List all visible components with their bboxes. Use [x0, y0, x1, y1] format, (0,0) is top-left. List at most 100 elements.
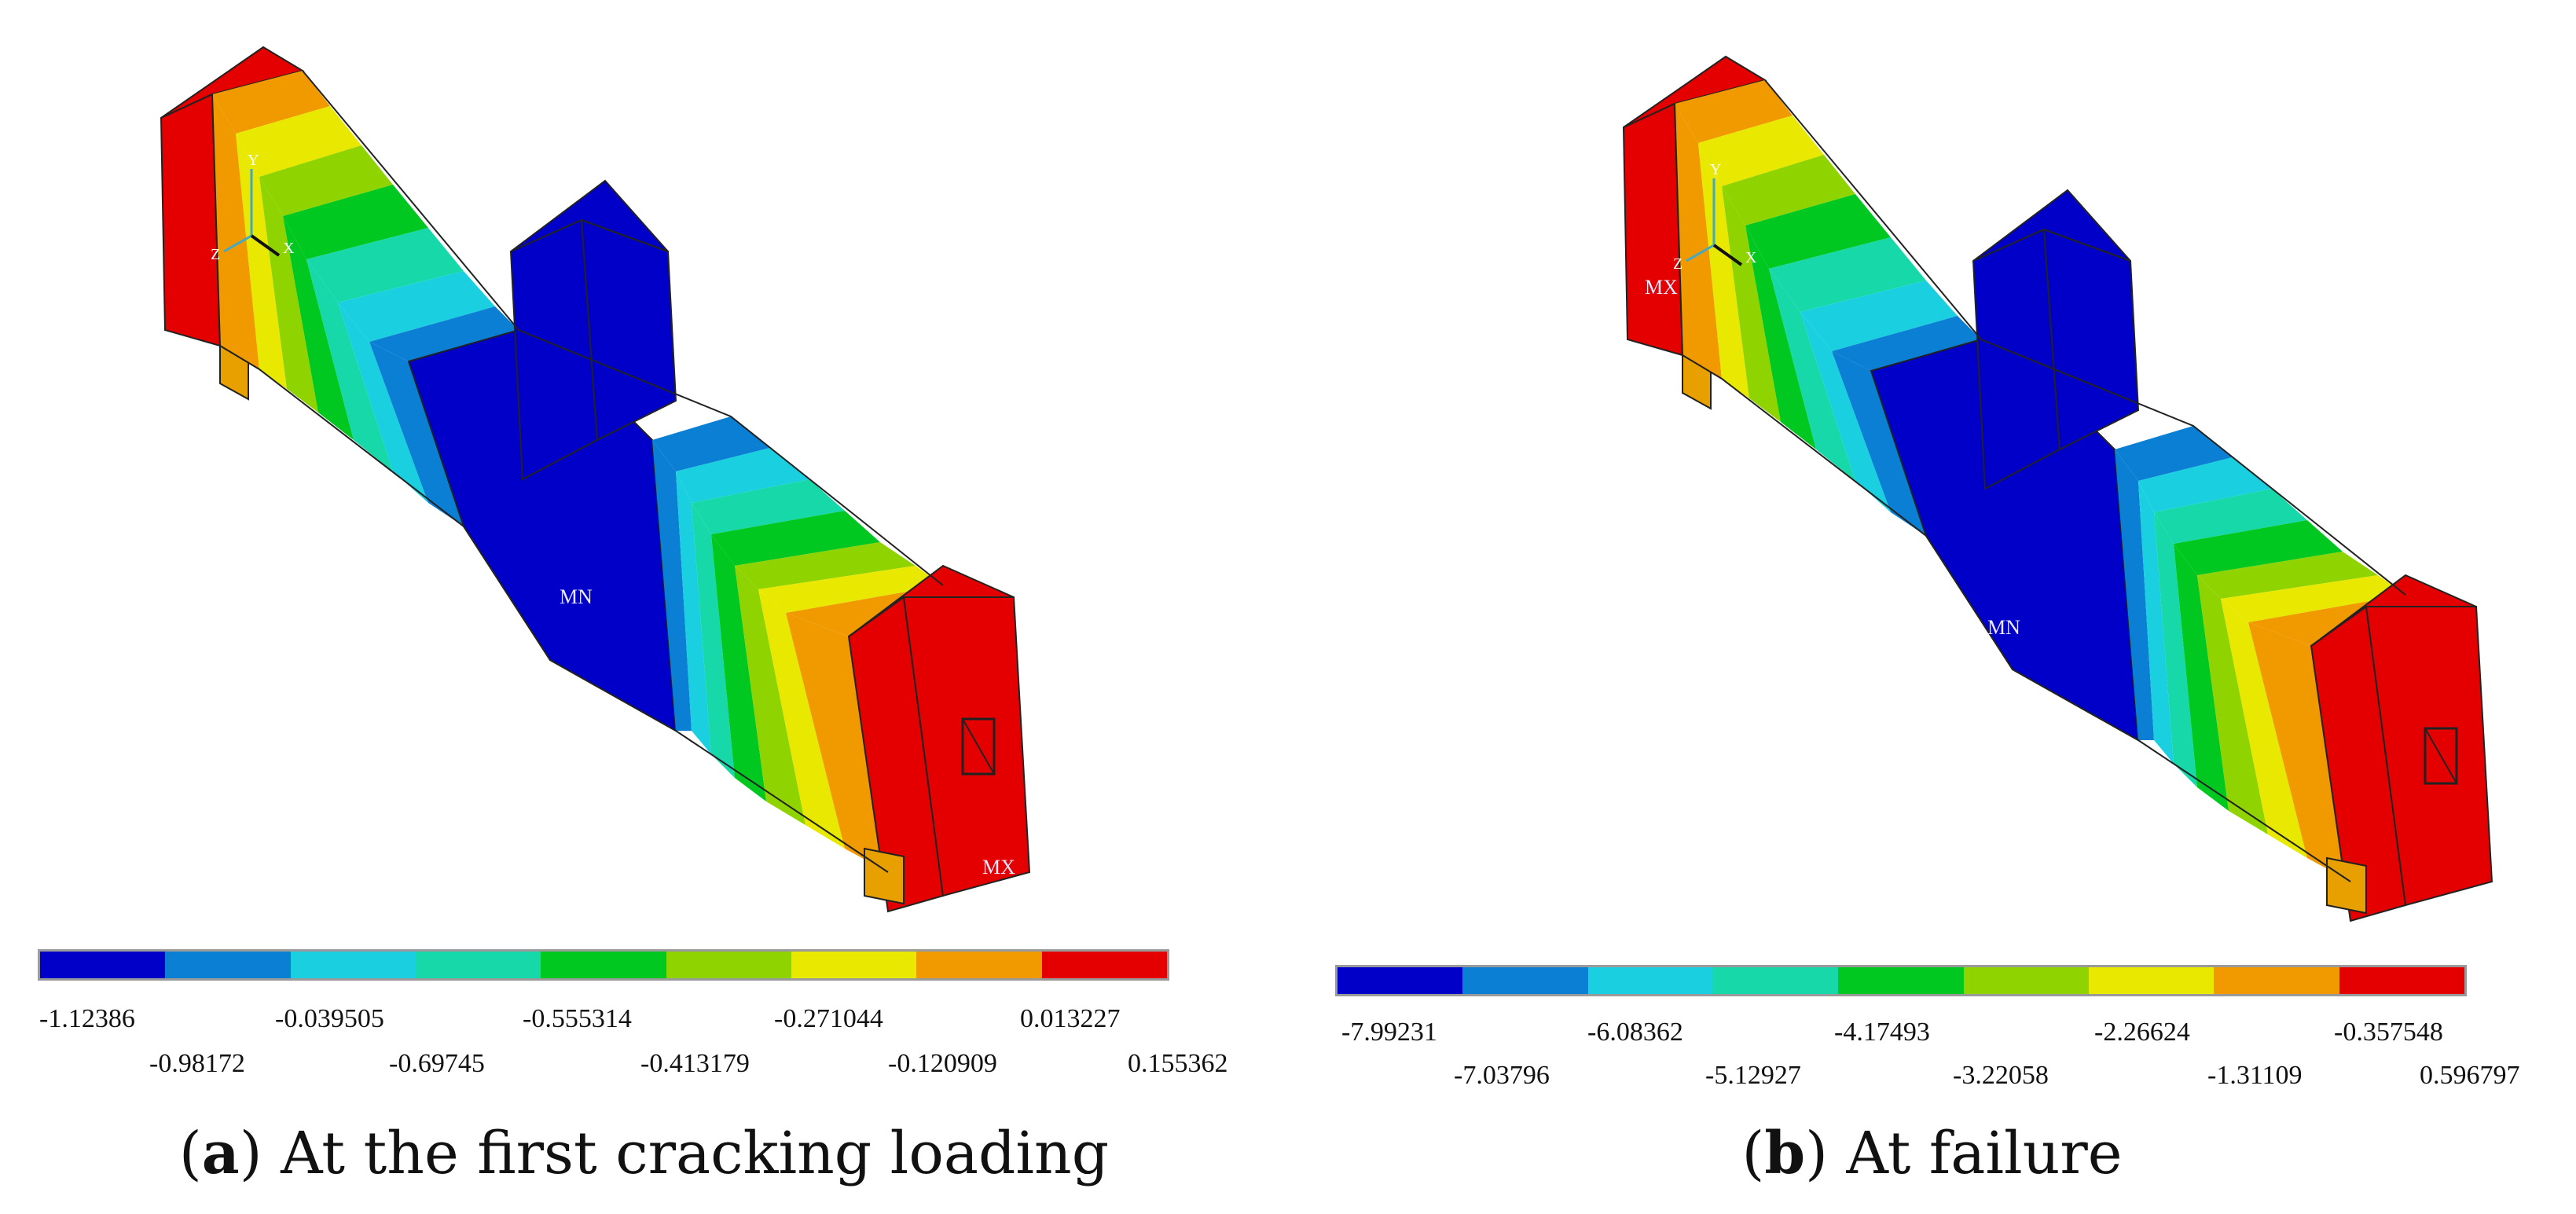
bearing-plate-icon — [961, 717, 996, 776]
legend-swatch — [2214, 967, 2339, 994]
axis-y-label: Y — [248, 152, 259, 169]
band-rtop-1 — [652, 416, 770, 471]
legend-tick-top: -2.26624 — [2094, 1018, 2190, 1047]
band-rfront-6 — [2221, 599, 2307, 858]
legend-tick-bottom: -7.03796 — [1454, 1061, 1550, 1090]
legend-tick-top: -0.555314 — [523, 1004, 632, 1033]
legend-swatch — [165, 952, 291, 978]
legend-swatch — [2339, 967, 2464, 994]
band-top-5 — [1769, 237, 1926, 312]
legend-swatch — [666, 952, 791, 978]
legend-tick-top: -4.17493 — [1834, 1018, 1930, 1047]
panel-b: Y Z X MN MX -7.99231 -6.08362 -4.17493 -… — [1288, 0, 2576, 1214]
band-rfront-5 — [2197, 575, 2268, 834]
right-end-top — [848, 564, 1015, 637]
band-rfront-5 — [735, 566, 805, 825]
beam-outline — [211, 94, 889, 873]
band-front-2 — [236, 134, 287, 389]
legend-tick-bottom: -1.31109 — [2207, 1061, 2303, 1090]
band-rtop-5 — [735, 542, 916, 589]
band-top-6 — [338, 271, 495, 342]
band-top-7 — [369, 306, 519, 361]
band-front-7 — [369, 342, 464, 526]
legend-tick-bottom: -0.98172 — [149, 1049, 245, 1078]
left-end-block — [1622, 102, 1684, 357]
band-front-1 — [1675, 104, 1722, 379]
beam-model — [160, 46, 1031, 913]
right-support-pad — [2326, 856, 2367, 915]
band-rtop-5 — [2197, 552, 2378, 599]
beam-outline — [1674, 103, 2351, 882]
legend-tick-bottom: 0.596797 — [2420, 1061, 2520, 1090]
band-top-2 — [1698, 116, 1824, 186]
band-top-2 — [236, 106, 361, 177]
axis-z-label: Z — [1673, 255, 1682, 273]
legend-swatch — [2088, 967, 2215, 994]
axis-y-label: Y — [1710, 161, 1721, 178]
left-end-block — [160, 93, 222, 347]
band-rfront-6 — [758, 589, 845, 849]
band-front-6 — [1800, 312, 1891, 512]
legend-tick-bottom: -0.120909 — [888, 1049, 997, 1078]
band-top-7 — [1832, 316, 1981, 371]
load-column-side — [580, 218, 677, 442]
band-top-1 — [212, 71, 330, 134]
color-legend-bar — [38, 949, 1169, 981]
axis-triad-icon: Y Z X — [211, 152, 295, 263]
legend-tick-bottom: -3.22058 — [1953, 1061, 2049, 1090]
band-rtop-4 — [2174, 520, 2343, 575]
load-column-side — [2042, 228, 2140, 451]
band-rtop-6 — [758, 566, 943, 613]
band-front-5 — [306, 259, 393, 471]
legend-swatch — [1462, 967, 1588, 994]
legend-swatch — [1587, 967, 1713, 994]
load-column-top — [1972, 189, 2131, 262]
band-top-4 — [1745, 194, 1891, 269]
band-rtop-3 — [692, 479, 845, 534]
band-rfront-7 — [2248, 622, 2350, 882]
legend-tick-top: -6.08362 — [1587, 1018, 1683, 1047]
band-rfront-4 — [711, 534, 766, 801]
band-front-3 — [1722, 186, 1781, 422]
right-support-pad — [864, 847, 905, 905]
band-rtop-3 — [2154, 489, 2307, 544]
legend-swatch — [791, 952, 917, 978]
band-rfront-1 — [652, 440, 692, 731]
panel-caption: (b) At failure — [1741, 1120, 2123, 1187]
legend-tick-bottom: -0.69745 — [389, 1049, 485, 1078]
caption-text: At failure — [1846, 1120, 2123, 1187]
band-top-5 — [306, 228, 464, 303]
legend-tick-bottom: -5.12927 — [1705, 1061, 1801, 1090]
band-front-6 — [338, 303, 428, 503]
caption-letter: b — [1764, 1120, 1806, 1187]
beam-top-edge — [1764, 79, 2406, 596]
band-rtop-2 — [676, 448, 809, 503]
band-top-6 — [1800, 281, 1958, 351]
legend-tick-top: -7.99231 — [1341, 1018, 1437, 1047]
band-top-3 — [259, 145, 393, 216]
legend-swatch — [415, 952, 541, 978]
axis-z-label: Z — [211, 246, 220, 263]
legend-tick-bottom: -0.413179 — [640, 1049, 750, 1078]
beam-top-edge — [302, 70, 944, 586]
legend-tick-bottom: 0.155362 — [1128, 1049, 1228, 1078]
min-marker: MN — [1987, 616, 2020, 639]
beam-contour-plot: Y Z X MN MX — [160, 46, 1031, 913]
band-rtop-4 — [711, 511, 880, 566]
legend-tick-top: -0.039505 — [275, 1004, 384, 1033]
legend-tick-top: 0.013227 — [1020, 1004, 1121, 1033]
panel-a: Y Z X MN MX -1.12386 -0.039505 -0.555314… — [38, 46, 1228, 1187]
axis-x-label: X — [283, 240, 295, 257]
band-front-5 — [1769, 269, 1855, 481]
legend-swatch — [290, 952, 416, 978]
bearing-plate-diagonal — [962, 718, 995, 775]
legend-swatch — [1338, 967, 1463, 994]
axis-triad-icon: Y Z X — [1673, 161, 1757, 273]
caption-letter: a — [201, 1120, 240, 1187]
legend-swatch — [1041, 952, 1167, 978]
band-rfront-2 — [2138, 481, 2174, 764]
legend-tick-top: -0.357548 — [2334, 1018, 2443, 1047]
band-front-4 — [283, 216, 354, 440]
band-front-2 — [1698, 143, 1749, 398]
legend-tick-top: -0.271044 — [774, 1004, 883, 1033]
